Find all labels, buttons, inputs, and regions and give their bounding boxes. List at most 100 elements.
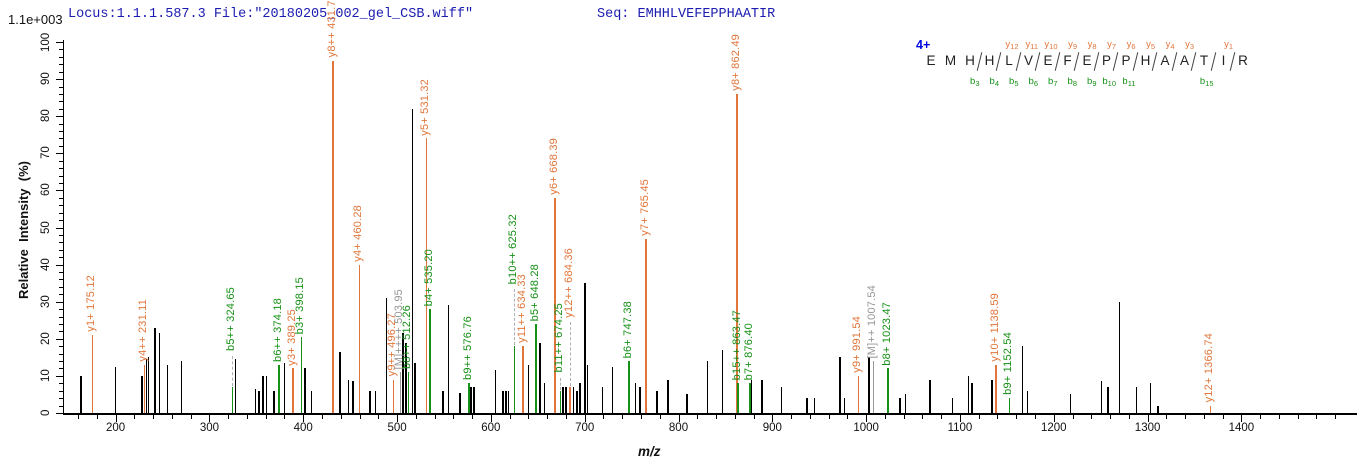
- ladder-residue: P: [1121, 53, 1131, 68]
- peak: [951, 398, 954, 413]
- b-ion-marker: b10: [1102, 76, 1116, 88]
- peak: [459, 392, 461, 413]
- x-tick-label: 600: [481, 422, 501, 434]
- x-tick-label: 800: [668, 422, 689, 434]
- peak: [565, 387, 567, 413]
- y-tick: [58, 212, 63, 214]
- label-leader-line: [232, 355, 234, 386]
- b-ion-marker: b5: [1009, 76, 1019, 88]
- y-tick: [58, 257, 63, 259]
- y-ion-marker: y7: [1107, 39, 1116, 51]
- y-tick: [58, 316, 63, 318]
- ion-index: 1: [1228, 42, 1233, 51]
- x-tick: [847, 414, 849, 419]
- x-tick: [697, 414, 699, 419]
- peak: [507, 390, 510, 413]
- ladder-residue: M: [944, 53, 957, 68]
- peak: [991, 379, 993, 413]
- peak: [114, 366, 117, 413]
- y-tick: [55, 301, 63, 303]
- y-tick: [58, 168, 63, 170]
- labeled-peak-y: [91, 335, 93, 413]
- peak: [904, 394, 907, 413]
- peak: [839, 357, 841, 413]
- x-tick-label: 900: [762, 422, 782, 434]
- peak: [601, 387, 604, 413]
- peak-label: b8++ 512.26: [401, 305, 414, 370]
- y-ion-marker: y9: [1068, 39, 1077, 51]
- labeled-peak-b: [737, 383, 739, 413]
- x-tick: [1297, 414, 1299, 419]
- x-tick: [997, 414, 999, 419]
- peak: [166, 364, 168, 413]
- x-tick: [640, 414, 642, 419]
- peak: [442, 390, 444, 413]
- ladder-residue: T: [1199, 53, 1209, 68]
- x-tick: [228, 414, 230, 419]
- ladder-residue: L: [1005, 53, 1013, 68]
- y-tick-label: 30: [40, 295, 52, 309]
- y-tick: [58, 286, 63, 288]
- x-tick: [659, 414, 661, 419]
- labeled-peak-y: [332, 60, 334, 413]
- x-tick: [828, 414, 830, 419]
- labeled-peak-y: [144, 364, 146, 413]
- ion-index: 11: [1127, 79, 1136, 88]
- peak-label: y12+ 1366.74: [1202, 333, 1215, 403]
- b-ion-marker: b7: [1048, 76, 1058, 88]
- label-leader-line: [514, 288, 516, 346]
- peak: [352, 381, 354, 413]
- peak-label: b3+ 398.15: [294, 276, 306, 334]
- peak-label: b15++ 863.47: [730, 310, 743, 381]
- y-ion-marker: y12: [1005, 39, 1019, 51]
- peak: [967, 375, 970, 413]
- peak-label: b7+ 876.40: [742, 322, 755, 381]
- ion-index: 3: [975, 79, 980, 88]
- peak: [405, 342, 407, 413]
- x-tick: [378, 414, 380, 419]
- x-tick-label: 500: [387, 422, 407, 434]
- peak: [283, 362, 286, 413]
- y-tick: [58, 220, 63, 222]
- peak: [1026, 390, 1029, 413]
- x-tick: [1147, 414, 1149, 422]
- peak: [147, 357, 150, 413]
- ladder-residue: H: [965, 53, 975, 68]
- y-tick: [58, 138, 63, 140]
- ladder-residue: E: [1082, 53, 1092, 68]
- ion-index: 11: [1030, 42, 1038, 51]
- locus-file-title: Locus:1.1.1.587.3 File:"20180205_002_gel…: [68, 7, 474, 22]
- x-tick-label: 200: [106, 422, 126, 434]
- labeled-peak-b: [300, 336, 303, 413]
- x-tick: [922, 414, 924, 419]
- y-tick: [58, 331, 63, 333]
- x-tick: [153, 414, 155, 419]
- x-tick: [678, 414, 680, 422]
- y-tick: [58, 175, 63, 177]
- y-tick: [58, 368, 63, 370]
- peak: [656, 390, 658, 413]
- x-tick: [716, 414, 718, 419]
- y-tick: [58, 101, 63, 103]
- ladder-residue: E: [1043, 53, 1053, 68]
- y-tick: [58, 131, 63, 133]
- peak: [180, 361, 182, 413]
- peak: [579, 383, 581, 413]
- peak: [234, 359, 236, 413]
- x-tick: [1016, 414, 1018, 419]
- peak-label: b6+ 747.38: [621, 300, 634, 359]
- x-tick: [941, 414, 943, 419]
- label-leader-line: [569, 322, 571, 387]
- precursor-charge-label: 4+: [916, 38, 931, 52]
- ladder-residue: V: [1023, 53, 1033, 68]
- ion-index: 5: [1150, 42, 1155, 51]
- x-tick: [959, 414, 961, 422]
- ladder-residue: A: [1179, 53, 1189, 68]
- peak: [310, 390, 313, 413]
- labeled-peak-y: [554, 197, 556, 413]
- y-ion-marker: y3: [1185, 39, 1194, 51]
- peak: [304, 368, 306, 413]
- labeled-peak-b: [278, 364, 280, 413]
